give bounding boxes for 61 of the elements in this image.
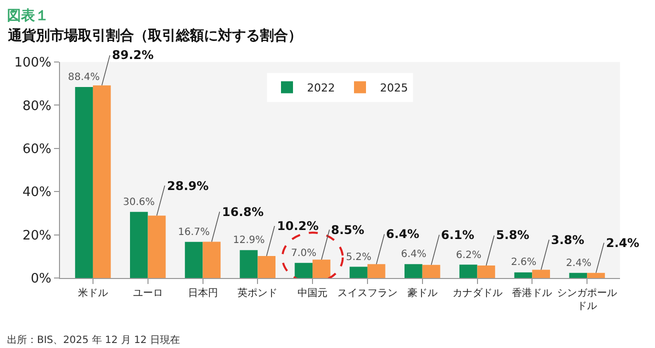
bar	[240, 250, 258, 278]
bar	[350, 266, 368, 278]
legend-label: 2025	[380, 82, 408, 95]
x-tick-label: 日本円	[188, 287, 218, 299]
legend-label: 2022	[307, 82, 335, 95]
x-tick-label: スイスフラン	[337, 288, 398, 299]
data-label: 5.2%	[346, 252, 372, 263]
data-label: 30.6%	[123, 197, 155, 208]
x-tick-label: ユーロ	[132, 288, 163, 299]
data-label: 3.8%	[551, 233, 584, 247]
bar	[514, 272, 532, 278]
chart-title: 図表１	[7, 8, 49, 24]
x-tick-label: 豪ドル	[407, 287, 438, 299]
data-label: 16.7%	[178, 227, 210, 238]
x-tick-label: 香港ドル	[512, 287, 552, 299]
x-tick-label: 英ポンド	[238, 287, 278, 299]
data-label: 6.4%	[401, 249, 426, 260]
x-tick-label: 米ドル	[78, 287, 108, 299]
x-tick-label: 中国元	[298, 287, 328, 299]
bar	[148, 216, 166, 278]
text: 出所：BIS、2025 年 12 月 12 日現在	[7, 334, 180, 346]
data-label: 89.2%	[112, 48, 154, 62]
bar	[184, 242, 203, 278]
bar	[202, 242, 221, 278]
bar	[569, 272, 588, 278]
data-label: 6.4%	[386, 227, 420, 241]
bar	[587, 272, 605, 278]
x-tick-label: カナダドル	[452, 287, 502, 299]
data-label: 88.4%	[68, 72, 100, 83]
bar	[312, 260, 330, 278]
y-tick-label: 100%	[14, 56, 52, 71]
bar	[130, 212, 148, 278]
data-label: 8.5%	[331, 223, 364, 237]
chart-subtitle: 通貨別市場取引割合（取引総額に対する割合）	[7, 27, 302, 44]
data-label: 2.6%	[511, 257, 536, 268]
bar	[459, 264, 478, 278]
bar	[532, 270, 550, 278]
y-tick-label: 40%	[22, 185, 52, 200]
data-label: 12.9%	[233, 235, 265, 246]
y-tick-label: 0%	[30, 272, 52, 287]
data-label: 10.2%	[277, 219, 319, 233]
bar	[294, 262, 313, 278]
y-tick-label: 80%	[22, 98, 52, 114]
bar	[477, 265, 496, 278]
y-tick-label: 60%	[22, 142, 52, 157]
data-label: 6.1%	[441, 228, 474, 242]
bar	[75, 87, 93, 278]
x-tick-label: シンガポールドル	[557, 288, 618, 312]
data-label: 16.8%	[222, 205, 264, 219]
bar	[404, 264, 422, 278]
bar	[92, 85, 111, 278]
data-label: 6.2%	[456, 250, 482, 261]
bar	[422, 264, 440, 278]
data-label: 2.4%	[606, 236, 640, 250]
bar	[367, 264, 386, 278]
bar	[258, 256, 276, 278]
y-tick-label: 20%	[22, 228, 52, 244]
data-label: 2.4%	[566, 258, 592, 269]
data-label: 28.9%	[167, 179, 209, 193]
data-label: 5.8%	[496, 228, 530, 242]
data-label: 7.0%	[291, 248, 316, 259]
